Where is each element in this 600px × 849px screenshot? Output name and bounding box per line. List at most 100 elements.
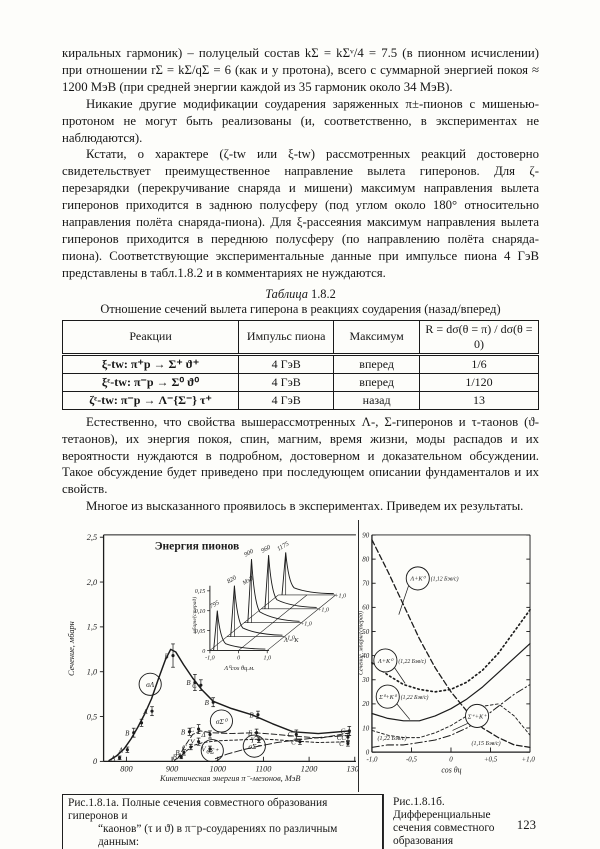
figure-captions-row: Рис.1.8.1а. Полные сечения совместного о… bbox=[62, 794, 539, 849]
svg-text:50: 50 bbox=[362, 629, 369, 636]
svg-text:900: 900 bbox=[243, 547, 256, 558]
svg-text:900: 900 bbox=[166, 765, 179, 774]
svg-text:С: С bbox=[190, 727, 195, 734]
svg-text:Энергия пионов: Энергия пионов bbox=[155, 541, 240, 553]
svg-text:Кинетическая энергия π⁻-мезоно: Кинетическая энергия π⁻-мезонов, МэВ bbox=[159, 774, 300, 783]
table-caption-number: 1.8.2 bbox=[311, 286, 336, 301]
svg-text:+1,0: +1,0 bbox=[317, 608, 329, 614]
svg-text:(1,12 Бэв/с): (1,12 Бэв/с) bbox=[430, 576, 458, 583]
figure-caption-right: Рис.1.8.1б. Дифференциальные сечения сов… bbox=[384, 794, 538, 849]
svg-text:+0,5: +0,5 bbox=[484, 757, 498, 764]
table-caption: Таблица 1.8.2 bbox=[62, 287, 539, 302]
svg-text:С: С bbox=[192, 683, 197, 690]
paragraph-experiments: Многое из высказанного проявилось в эксп… bbox=[86, 499, 524, 514]
svg-text:2,5: 2,5 bbox=[87, 533, 97, 542]
svg-text:V: V bbox=[201, 747, 206, 754]
table-row: ζᵋ-tw: π⁻p → Λ⁻{Σ⁻} τ⁺ 4 ГэВ назад 13 bbox=[61, 390, 540, 410]
col-header-maximum: Максимум bbox=[333, 319, 420, 356]
svg-text:В: В bbox=[186, 680, 191, 687]
svg-text:СС: СС bbox=[337, 735, 347, 742]
paragraph-harmonics: киральных гармоник) – полуцелый состав k… bbox=[62, 46, 539, 94]
svg-text:Λ – K: Λ – K bbox=[283, 637, 299, 644]
svg-text:(1,22 Бэв/с): (1,22 Бэв/с) bbox=[400, 694, 428, 701]
col-header-ratio: R = dσ(θ = π) / dσ(θ = 0) bbox=[418, 319, 540, 356]
svg-text:0,5: 0,5 bbox=[87, 712, 97, 721]
svg-text:-0,5: -0,5 bbox=[406, 757, 417, 764]
table-row: ξᵋ-tw: π⁻p → Σ⁰ ϑ⁰ 4 ГэВ вперед 1/120 bbox=[61, 372, 540, 392]
svg-text:0,05: 0,05 bbox=[195, 629, 206, 635]
svg-text:+1,0: +1,0 bbox=[521, 757, 535, 764]
svg-text:0: 0 bbox=[449, 757, 453, 764]
caption-line: “каонов” (τ и ϑ) в π⁻p-соударениях по ра… bbox=[98, 823, 338, 849]
svg-text:Δ: Δ bbox=[200, 732, 205, 739]
figures-row: 00,51,01,52,02,58009001000110012001300Ки… bbox=[62, 520, 539, 793]
svg-text:Λ+K⁰: Λ+K⁰ bbox=[377, 658, 394, 665]
svg-text:С: С bbox=[339, 741, 344, 748]
svg-text:1000: 1000 bbox=[209, 765, 226, 774]
reaction-cell: ξᵋ-tw: π⁻p → Σ⁰ ϑ⁰ bbox=[61, 372, 240, 392]
svg-text:1,0: 1,0 bbox=[87, 668, 98, 677]
svg-text:30: 30 bbox=[361, 677, 369, 684]
svg-text:Б: Б bbox=[247, 731, 252, 738]
caption-line: Рис.1.8.1а. Полные сечения совместного о… bbox=[68, 797, 328, 823]
momentum-cell: 4 ГэВ bbox=[238, 390, 335, 410]
svg-text:+1,0: +1,0 bbox=[283, 635, 295, 641]
paragraph-properties: Естественно, что свойства вышерассмотрен… bbox=[62, 414, 539, 497]
svg-text:800: 800 bbox=[120, 765, 133, 774]
svg-text:-1,0: -1,0 bbox=[205, 656, 215, 662]
figure-divider bbox=[357, 520, 359, 793]
svg-text:820: 820 bbox=[226, 574, 239, 585]
svg-text:В: В bbox=[125, 731, 130, 738]
svg-text:У: У bbox=[190, 740, 196, 747]
svg-text:960: 960 bbox=[260, 544, 273, 555]
caption-divider bbox=[383, 794, 384, 849]
svg-text:+1,0: +1,0 bbox=[334, 594, 346, 600]
svg-text:0,15: 0,15 bbox=[195, 589, 206, 595]
svg-text:(1,15 Бэв/с): (1,15 Бэв/с) bbox=[471, 740, 500, 747]
svg-text:А: А bbox=[110, 756, 116, 763]
svg-text:Λ⁰cos θц.м.: Λ⁰cos θц.м. bbox=[223, 665, 255, 672]
svg-text:σΛ: σΛ bbox=[146, 680, 155, 689]
svg-text:Сечение, мбарн: Сечение, мбарн bbox=[67, 621, 76, 676]
svg-text:В: В bbox=[249, 713, 254, 720]
svg-text:1,5: 1,5 bbox=[87, 623, 97, 632]
ratio-cell: 1/120 bbox=[418, 372, 540, 392]
svg-text:0: 0 bbox=[237, 656, 240, 662]
figure-1-8-1b-chart: 0 10 20 30 40 50 60 70 80 90 -1,0 -0,5 0 +0,5 +1,0 cos … bbox=[359, 532, 535, 774]
svg-text:795: 795 bbox=[209, 599, 222, 610]
figure-1-8-1a-chart: 0 0,5 1,0 1,5 2,0 2,5 800 900 1000 1100 1200 1300 Ки… bbox=[67, 533, 358, 783]
svg-text:0: 0 bbox=[365, 750, 369, 757]
svg-text:70: 70 bbox=[362, 581, 369, 588]
svg-text:1,0: 1,0 bbox=[263, 656, 271, 662]
col-header-momentum: Импульс пиона bbox=[238, 319, 335, 356]
maximum-cell: вперед bbox=[333, 353, 420, 374]
maximum-cell: назад bbox=[333, 390, 420, 410]
reaction-cell: ζᵋ-tw: π⁻p → Λ⁻{Σ⁻} τ⁺ bbox=[61, 390, 240, 410]
maximum-cell: вперед bbox=[333, 372, 420, 392]
svg-text:10: 10 bbox=[362, 725, 369, 732]
svg-text:В: В bbox=[205, 700, 210, 707]
svg-text:В: В bbox=[175, 750, 180, 757]
svg-text:80: 80 bbox=[362, 557, 369, 564]
figure-caption-left: Рис.1.8.1а. Полные сечения совместного о… bbox=[62, 794, 383, 849]
col-header-reactions: Реакции bbox=[61, 319, 240, 356]
svg-text:+1,0: +1,0 bbox=[300, 622, 312, 628]
svg-text:0,10: 0,10 bbox=[195, 609, 206, 615]
table-caption-word: Таблица bbox=[265, 286, 308, 301]
svg-text:Сечение, мбарн/(стерад): Сечение, мбарн/(стерад) bbox=[359, 611, 365, 675]
svg-text:40: 40 bbox=[362, 653, 369, 660]
svg-text:2,0: 2,0 bbox=[87, 578, 98, 587]
table-title: Отношение сечений вылета гиперона в реак… bbox=[100, 301, 501, 316]
svg-text:-1,0: -1,0 bbox=[366, 757, 377, 764]
momentum-cell: 4 ГэВ bbox=[238, 372, 335, 392]
svg-text:60: 60 bbox=[362, 605, 369, 612]
svg-text:А: А bbox=[142, 709, 148, 716]
caption-line: сечения совместного образования bbox=[393, 822, 495, 848]
ratio-cell: 13 bbox=[418, 390, 540, 410]
caption-line: Рис.1.8.1б. Дифференциальные bbox=[393, 796, 491, 822]
svg-text:мбарн/(стерад): мбарн/(стерад) bbox=[191, 597, 198, 635]
table-row: ξ-tw: π⁺p → Σ⁺ ϑ⁺ 4 ГэВ вперед 1/6 bbox=[61, 353, 540, 374]
svg-text:Σ⁰+K⁰: Σ⁰+K⁰ bbox=[378, 694, 398, 701]
svg-text:90: 90 bbox=[362, 532, 369, 539]
